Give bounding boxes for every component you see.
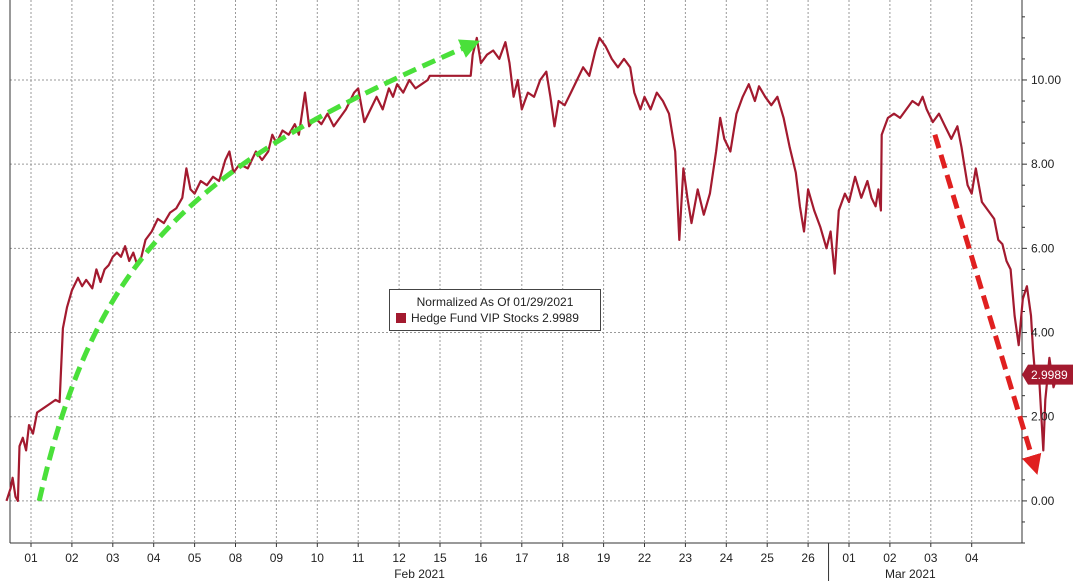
series-layer: [5, 36, 1059, 502]
axes: [9, 0, 1027, 581]
x-tick-label: 02: [883, 551, 897, 565]
x-tick-label: 03: [106, 551, 120, 565]
series-line-hedge-fund-vip-stocks: [5, 36, 1059, 502]
x-tick-label: 15: [433, 551, 447, 565]
x-tick-label: 10: [311, 551, 325, 565]
x-tick-label: 25: [761, 551, 775, 565]
x-tick-label: 24: [720, 551, 734, 565]
legend-label: Hedge Fund VIP Stocks 2.9989: [411, 311, 579, 325]
x-tick-label: 01: [24, 551, 38, 565]
month-label: Feb 2021: [394, 567, 445, 581]
x-tick-label: 19: [597, 551, 611, 565]
y-tick-label: 4.00: [1031, 326, 1055, 340]
last-value-badge: [1022, 364, 1073, 385]
legend-swatch: [396, 313, 406, 323]
x-tick-label: 04: [965, 551, 979, 565]
y-tick-label: 10.00: [1031, 73, 1061, 87]
x-tick-label: 23: [679, 551, 693, 565]
x-tick-label: 08: [229, 551, 243, 565]
month-label: Mar 2021: [885, 567, 936, 581]
x-tick-label: 05: [188, 551, 202, 565]
y-tick-label: 0.00: [1031, 494, 1055, 508]
annotations: [36, 39, 1042, 502]
x-tick-label: 12: [392, 551, 406, 565]
downtrend-arrow: [932, 133, 1042, 475]
y-tick-label: 2.00: [1031, 410, 1055, 424]
tick-labels: 0.00 2.00 4.00 6.00 8.00 10.00 01 02 03 04 05 08 09 1…: [24, 73, 1073, 581]
x-tick-label: 22: [638, 551, 652, 565]
x-tick-label: 11: [352, 551, 365, 565]
x-tick-label: 04: [147, 551, 161, 565]
x-tick-label: 16: [474, 551, 488, 565]
legend-title: Normalized As Of 01/29/2021: [416, 295, 574, 309]
x-tick-label: 02: [65, 551, 79, 565]
x-tick-label: 01: [842, 551, 856, 565]
y-tick-label: 8.00: [1031, 157, 1055, 171]
legend-entry: Hedge Fund VIP Stocks 2.9989: [390, 310, 600, 326]
gridlines: [10, 0, 1022, 543]
x-tick-label: 03: [924, 551, 938, 565]
last-value-label: 2.9989: [1031, 368, 1068, 382]
legend: Normalized As Of 01/29/2021 Hedge Fund V…: [389, 289, 601, 331]
y-tick-label: 6.00: [1031, 241, 1055, 255]
x-tick-label: 09: [270, 551, 284, 565]
x-tick-label: 26: [801, 551, 815, 565]
x-tick-label: 17: [515, 551, 529, 565]
x-tick-label: 18: [556, 551, 570, 565]
